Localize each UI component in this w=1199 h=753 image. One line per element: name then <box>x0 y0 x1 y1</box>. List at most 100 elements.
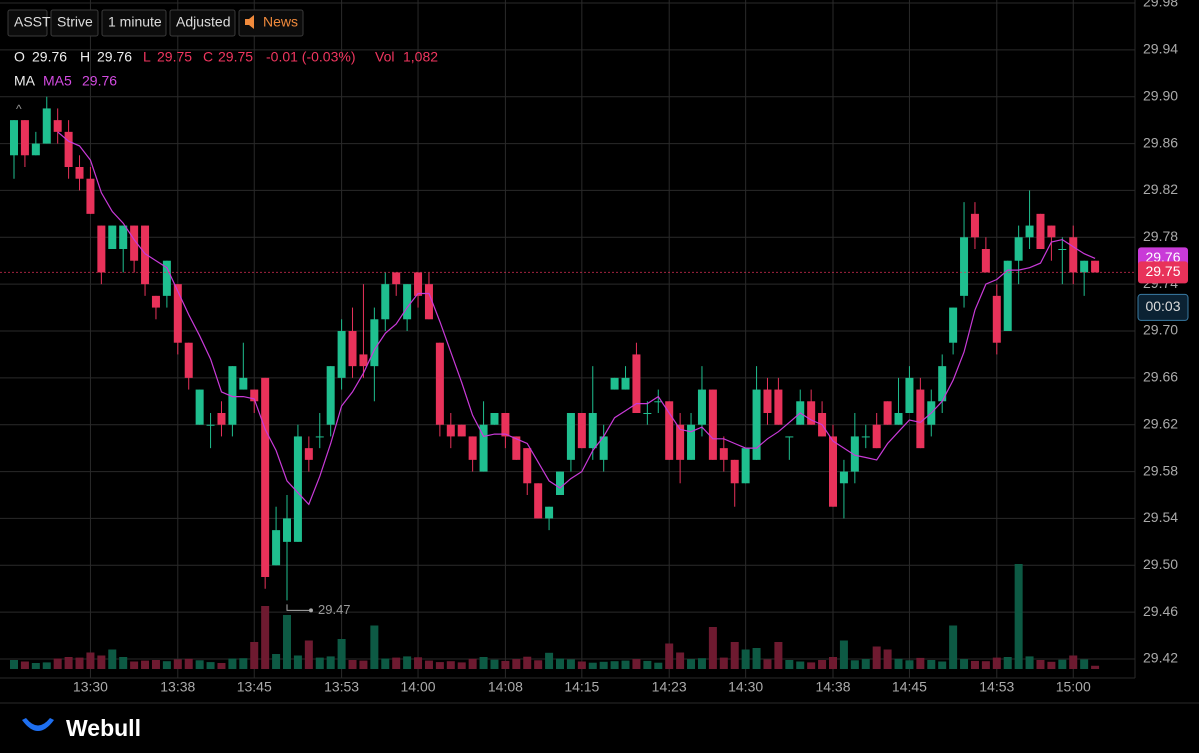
x-tick-label: 14:08 <box>488 679 523 695</box>
volume-bar <box>359 660 368 669</box>
toolbar-label[interactable]: ASST <box>14 14 51 30</box>
legend-vol-value: 1,082 <box>403 49 438 65</box>
candle-body <box>566 413 575 460</box>
volume-bar <box>1014 564 1023 669</box>
x-tick-label: 14:30 <box>728 679 763 695</box>
candle-body <box>599 436 608 460</box>
candle-body <box>162 260 171 296</box>
candle-body <box>545 506 554 519</box>
volume-bar <box>283 615 291 669</box>
candle-body <box>315 436 324 438</box>
volume-bar <box>217 663 226 669</box>
volume-bar <box>992 657 1001 669</box>
candle-body <box>479 424 488 472</box>
volume-bar <box>741 649 750 669</box>
volume-bar <box>708 627 717 669</box>
volume-bar <box>392 657 401 669</box>
x-tick-label: 13:38 <box>160 679 195 695</box>
candle-body <box>708 389 717 460</box>
candle-body <box>293 436 302 542</box>
volume-bar <box>206 662 215 669</box>
candle-body <box>392 272 401 285</box>
legend-label: C <box>203 49 213 65</box>
toolbar-label[interactable]: 1 minute <box>108 14 162 30</box>
volume-bar <box>228 658 237 669</box>
volume <box>10 564 1100 669</box>
candle-body <box>446 424 455 437</box>
x-tick-label: 14:38 <box>815 679 850 695</box>
volume-bar <box>261 606 270 669</box>
candle-body <box>774 389 783 425</box>
toolbar-button[interactable] <box>50 9 99 37</box>
volume-bar <box>523 656 532 669</box>
volume-bar <box>905 660 914 669</box>
candle-body <box>916 389 925 449</box>
candle-body <box>370 319 379 367</box>
candle-body <box>1036 213 1045 249</box>
y-tick-label: 29.90 <box>1143 87 1178 103</box>
candle-body <box>53 120 62 132</box>
volume-bar <box>119 657 128 669</box>
legend-value: 29.76 <box>97 49 132 65</box>
volume-bar <box>839 640 848 669</box>
volume-bar <box>1058 659 1067 669</box>
volume-bar <box>872 646 881 669</box>
candle-body <box>643 413 652 414</box>
y-tick-label: 29.86 <box>1143 134 1178 150</box>
candle-body <box>337 331 346 378</box>
toolbar-button[interactable] <box>238 9 304 37</box>
volume-bar <box>315 657 324 669</box>
candle-body <box>1058 249 1067 250</box>
volume-bar <box>960 659 969 669</box>
collapse-button[interactable]: ^ <box>16 102 22 116</box>
volume-bar <box>1003 657 1012 669</box>
toolbar-label[interactable]: News <box>263 14 298 30</box>
volume-bar <box>1091 665 1100 669</box>
toolbar-button[interactable] <box>169 9 236 37</box>
candle-body <box>730 459 739 484</box>
volume-bar <box>446 661 455 669</box>
ma-line <box>57 131 1096 506</box>
volume-bar <box>894 658 903 669</box>
toolbar: ASST Strive 1 minute Adjusted News <box>7 9 304 37</box>
volume-bar <box>10 660 18 669</box>
candle-body <box>829 436 837 507</box>
volume-bar <box>272 654 281 669</box>
candle-body <box>577 413 586 449</box>
volume-bar <box>370 625 379 669</box>
ma-name: MA5 <box>43 73 72 89</box>
legend-label: L <box>143 49 151 65</box>
legend: O 29.76 H 29.76 L 29.75 C 29.75 -0.01 (-… <box>14 49 438 116</box>
candle-body <box>883 401 892 425</box>
toolbar-label[interactable]: Strive <box>57 14 93 30</box>
volume-bar <box>1069 655 1078 669</box>
candle-body <box>151 295 160 308</box>
volume-bar <box>31 663 40 669</box>
legend-label: H <box>80 49 90 65</box>
volume-bar <box>75 657 84 669</box>
candle-body <box>894 413 903 425</box>
volume-bar <box>949 625 958 669</box>
candle-body <box>206 424 215 426</box>
toolbar-button[interactable] <box>7 9 48 37</box>
y-tick-label: 29.70 <box>1143 322 1178 338</box>
volume-bar <box>337 639 346 669</box>
volume-bar <box>665 643 674 669</box>
legend-value: 29.75 <box>218 49 253 65</box>
candle-body <box>130 225 139 261</box>
volume-bar <box>151 660 160 669</box>
volume-bar <box>293 655 302 669</box>
x-tick-label: 14:45 <box>892 679 927 695</box>
volume-bar <box>468 658 477 669</box>
toolbar-button[interactable] <box>101 9 167 37</box>
candle-body <box>1047 225 1056 238</box>
candle-body <box>1080 260 1089 273</box>
candle-body <box>839 471 848 484</box>
x-tick-label: 14:00 <box>401 679 436 695</box>
candle-body <box>905 377 914 413</box>
candle-body <box>424 284 433 320</box>
volume-bar <box>861 659 870 669</box>
toolbar-label[interactable]: Adjusted <box>176 14 230 30</box>
